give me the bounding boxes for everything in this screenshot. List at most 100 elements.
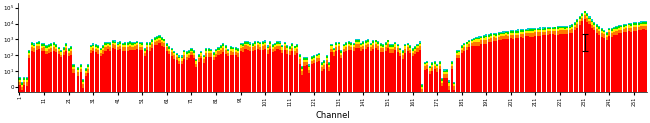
Bar [517, 33, 519, 35]
Bar [632, 25, 635, 27]
Bar [53, 42, 55, 43]
Bar [242, 47, 244, 52]
Bar [541, 32, 544, 35]
Bar [610, 31, 613, 32]
Bar [556, 26, 558, 27]
Bar [495, 41, 497, 123]
Bar [564, 31, 566, 34]
Bar [372, 43, 374, 45]
Bar [328, 71, 330, 123]
Bar [153, 38, 155, 40]
Bar [73, 65, 75, 67]
Bar [495, 36, 497, 38]
Bar [463, 43, 465, 44]
Bar [149, 42, 151, 43]
Bar [304, 66, 306, 123]
Bar [218, 55, 220, 123]
Bar [395, 44, 396, 47]
Bar [323, 69, 325, 123]
Bar [434, 61, 436, 62]
Bar [601, 33, 603, 37]
Bar [505, 32, 507, 33]
Bar [465, 46, 468, 50]
Bar [540, 36, 541, 123]
Bar [109, 51, 111, 123]
Bar [343, 48, 345, 52]
Bar [571, 27, 573, 29]
Bar [429, 66, 431, 67]
Bar [508, 31, 510, 32]
Bar [434, 62, 436, 64]
Bar [554, 31, 556, 35]
Bar [544, 27, 546, 28]
Bar [363, 41, 365, 42]
Bar [83, 88, 84, 123]
Bar [257, 45, 259, 49]
Bar [613, 27, 615, 28]
Bar [308, 64, 311, 66]
Bar [51, 46, 53, 48]
Bar [625, 25, 627, 26]
Bar [515, 33, 517, 35]
Bar [645, 30, 647, 123]
Bar [296, 45, 298, 47]
Bar [102, 45, 104, 46]
Bar [60, 50, 62, 51]
Bar [404, 49, 406, 53]
Bar [453, 83, 456, 84]
Bar [448, 86, 450, 90]
Bar [105, 42, 107, 43]
Bar [392, 53, 394, 123]
Bar [326, 64, 328, 123]
Bar [31, 51, 32, 123]
Bar [519, 37, 522, 123]
Bar [188, 51, 190, 53]
Bar [174, 52, 176, 53]
Bar [493, 40, 495, 123]
Bar [174, 55, 176, 59]
Bar [341, 58, 343, 123]
Bar [318, 62, 320, 123]
Bar [188, 50, 190, 51]
Bar [576, 22, 578, 24]
Bar [473, 39, 475, 40]
Bar [55, 47, 57, 49]
Bar [628, 25, 630, 28]
Bar [363, 49, 365, 123]
Bar [574, 27, 576, 30]
Bar [218, 47, 220, 48]
Bar [237, 51, 239, 53]
Bar [240, 44, 242, 45]
Bar [601, 28, 603, 29]
Bar [404, 53, 406, 123]
Bar [630, 26, 632, 28]
Bar [534, 36, 536, 123]
Bar [488, 42, 490, 123]
Bar [323, 63, 325, 65]
Bar [33, 46, 35, 48]
Bar [237, 49, 239, 51]
Bar [530, 33, 532, 37]
Bar [367, 44, 369, 47]
Bar [645, 24, 647, 26]
Bar [593, 22, 595, 23]
Bar [486, 34, 488, 36]
Bar [519, 29, 522, 30]
Bar [374, 44, 377, 48]
Bar [188, 58, 190, 123]
Bar [613, 28, 615, 29]
Bar [58, 47, 60, 48]
Bar [168, 49, 170, 51]
Bar [431, 62, 434, 63]
Bar [606, 33, 608, 35]
Bar [424, 64, 426, 66]
Bar [149, 47, 151, 51]
Bar [588, 24, 591, 123]
Bar [38, 46, 40, 49]
Bar [51, 52, 53, 123]
Bar [262, 46, 264, 50]
Bar [70, 47, 72, 49]
Bar [183, 52, 185, 55]
Bar [596, 33, 598, 123]
Bar [343, 45, 345, 46]
